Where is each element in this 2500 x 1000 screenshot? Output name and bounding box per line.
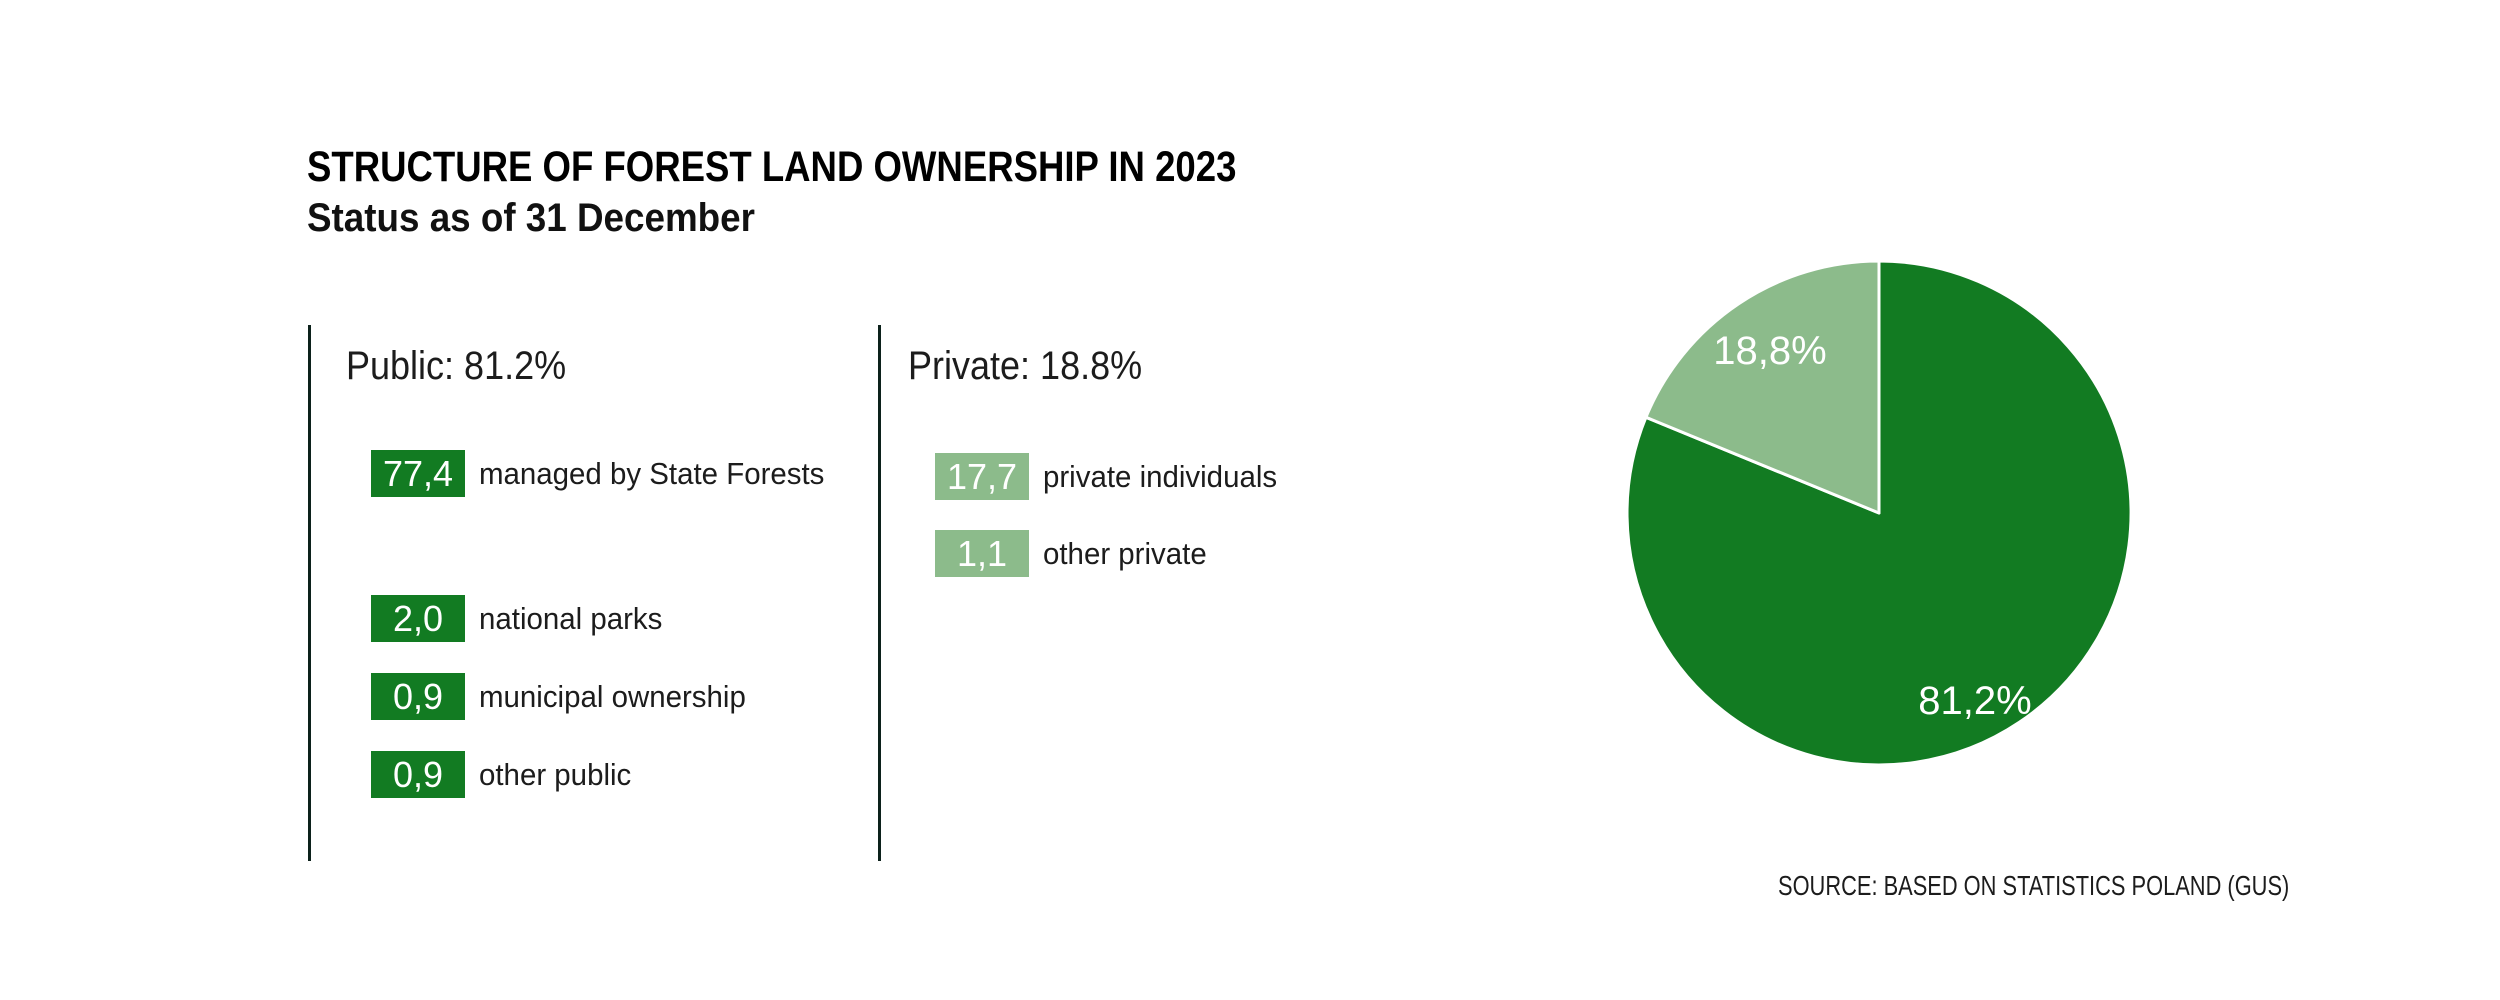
value-box: 0,9: [371, 751, 465, 798]
value-box: 2,0: [371, 595, 465, 642]
divider-left: [308, 325, 311, 861]
value-box: 0,9: [371, 673, 465, 720]
legend-row-public-1: 2,0 national parks: [371, 595, 672, 642]
value-box: 77,4: [371, 450, 465, 497]
page-subtitle: Status as of 31 December: [307, 196, 755, 240]
row-label: national parks: [479, 601, 663, 636]
value-text: 77,4: [382, 452, 454, 494]
legend-row-private-0: 17,7 private individuals: [935, 453, 1289, 500]
row-label: other public: [479, 757, 632, 792]
legend-row-private-1: 1,1 other private: [935, 530, 1215, 577]
value-text: 2,0: [392, 597, 444, 639]
row-label: private individuals: [1043, 459, 1278, 494]
row-label: other private: [1043, 536, 1207, 571]
legend-row-public-0: 77,4 managed by State Forests: [371, 450, 843, 497]
row-label: managed by State Forests: [479, 456, 825, 491]
pie-slice-private: [1644, 259, 1881, 515]
value-text: 0,9: [392, 675, 444, 717]
private-column-header: Private: 18.8%: [908, 344, 1143, 388]
value-box: 17,7: [935, 453, 1029, 500]
source-note: SOURCE: BASED ON STATISTICS POLAND (GUS): [1778, 870, 2290, 901]
pie-chart-container: 18,8% 81,2%: [1600, 234, 2160, 794]
row-label: municipal ownership: [479, 679, 746, 714]
pie-label-public: 81,2%: [1918, 679, 2031, 723]
pie-chart: 18,8% 81,2%: [1625, 259, 2133, 767]
legend-row-public-2: 0,9 municipal ownership: [371, 673, 760, 720]
value-text: 1,1: [956, 532, 1008, 574]
pie-slices: [1625, 259, 2133, 767]
value-text: 17,7: [946, 455, 1018, 497]
legend-row-public-3: 0,9 other public: [371, 751, 639, 798]
pie-label-private: 18,8%: [1713, 329, 1826, 373]
page-title: STRUCTURE OF FOREST LAND OWNERSHIP IN 20…: [307, 143, 1237, 191]
public-column-header: Public: 81.2%: [346, 344, 567, 388]
divider-middle: [878, 325, 881, 861]
value-box: 1,1: [935, 530, 1029, 577]
value-text: 0,9: [392, 753, 444, 795]
